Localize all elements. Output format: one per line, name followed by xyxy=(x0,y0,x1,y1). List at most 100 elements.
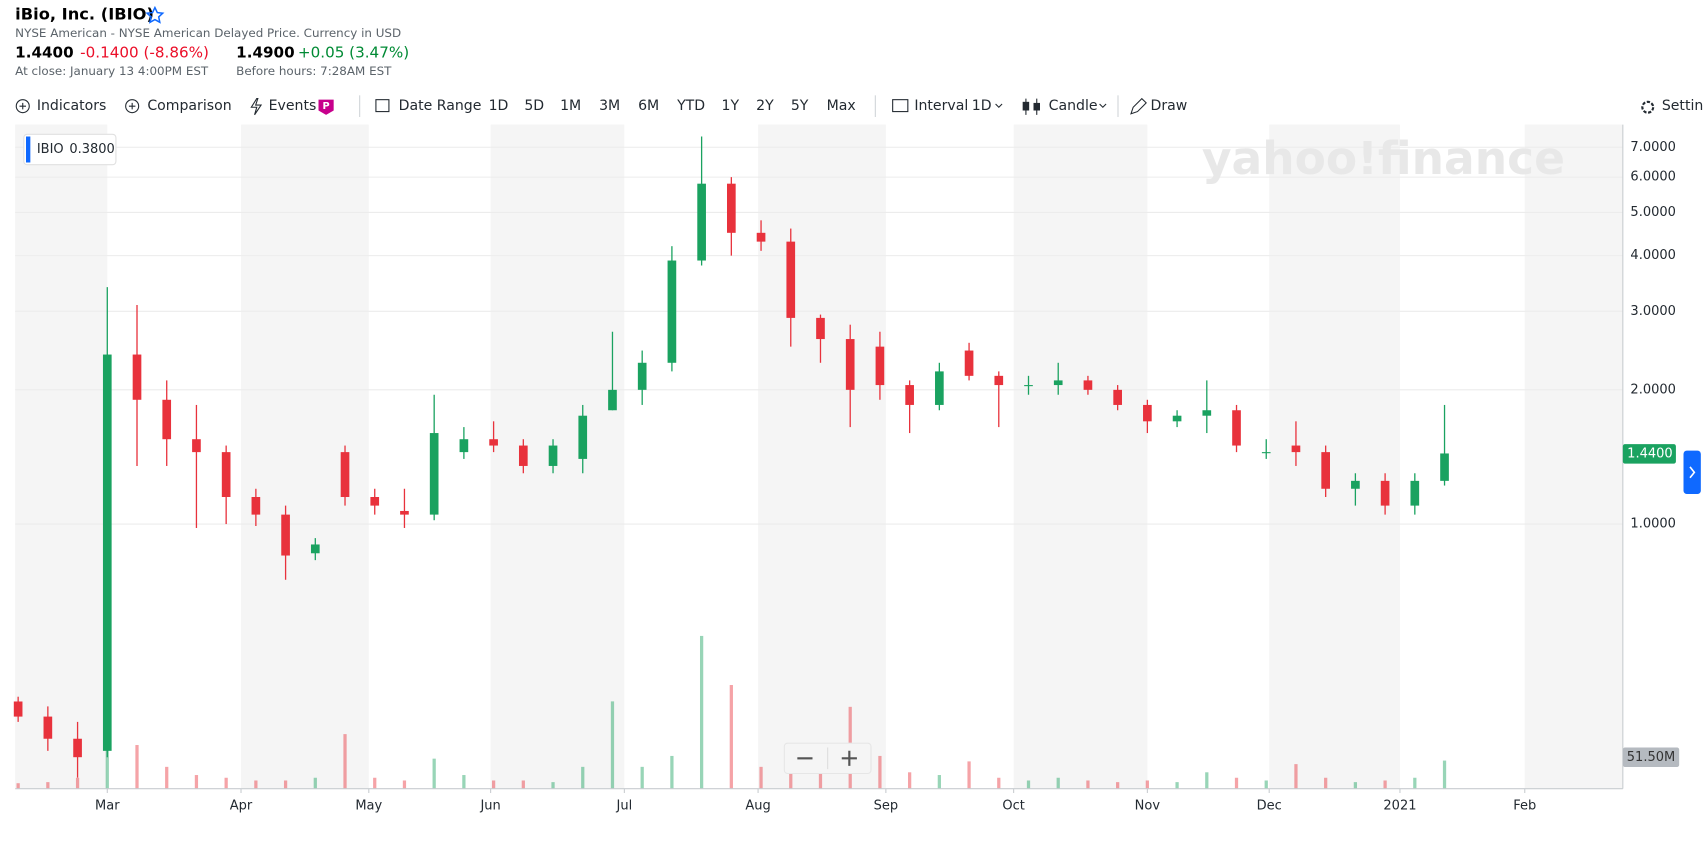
chevron xyxy=(995,103,1003,109)
icon xyxy=(125,99,140,114)
x-tick-label: Sep xyxy=(874,799,899,814)
candle-body xyxy=(1380,480,1390,506)
zoom-in[interactable] xyxy=(841,750,857,766)
legend: IBIO 0.3800 xyxy=(23,133,117,166)
candle-body xyxy=(608,389,617,411)
icon xyxy=(1641,100,1655,114)
y-tick-label: 3.0000 xyxy=(1630,304,1676,319)
y-tick-label: 2.0000 xyxy=(1630,382,1676,397)
volume-bar xyxy=(254,780,258,789)
candle-body xyxy=(400,510,409,515)
month-band xyxy=(490,124,625,789)
candle-body xyxy=(1351,480,1360,489)
y-tick-label: 5.0000 xyxy=(1630,205,1676,220)
candle-body xyxy=(132,354,142,400)
range-button[interactable]: YTD xyxy=(676,98,705,114)
interval-value[interactable]: 1D xyxy=(972,98,992,114)
range-button[interactable]: 3M xyxy=(599,98,620,114)
volume-bar xyxy=(1294,764,1298,789)
volume-bar xyxy=(46,782,50,789)
range-button[interactable]: 1D xyxy=(489,98,509,114)
range-button[interactable]: Max xyxy=(827,98,856,114)
range-button[interactable]: 5D xyxy=(524,98,544,114)
volume-bar xyxy=(521,780,525,789)
badge xyxy=(318,99,334,115)
comparison[interactable]: Comparison xyxy=(147,98,231,114)
chart-style[interactable]: Candle xyxy=(1049,98,1098,114)
x-tick-label: Mar xyxy=(95,799,120,814)
range-button[interactable]: 5Y xyxy=(791,98,809,114)
x-tick-label: 2021 xyxy=(1383,799,1416,814)
volume-bar xyxy=(165,766,169,789)
volume-bar xyxy=(818,766,823,789)
volume-bar xyxy=(878,755,882,789)
candle-body xyxy=(875,346,885,386)
volume-bar xyxy=(432,758,436,789)
chevron xyxy=(1099,103,1107,109)
candle-body xyxy=(1202,410,1212,416)
range-button[interactable]: 1M xyxy=(560,98,581,114)
pre-change: +0.05 (3.47%) xyxy=(298,44,409,62)
icon xyxy=(1130,97,1147,115)
volume-flag-label: 51.50M xyxy=(1627,750,1675,765)
favorite-star[interactable] xyxy=(145,5,165,24)
volume-bar xyxy=(135,745,139,789)
candle-body xyxy=(1321,452,1331,489)
indicators[interactable]: Indicators xyxy=(37,98,107,114)
date-range[interactable]: Date Range xyxy=(399,98,482,114)
legend-value: 0.3800 xyxy=(69,142,115,157)
candle-body xyxy=(845,339,855,390)
volume-bar xyxy=(491,780,496,789)
volume-bar xyxy=(194,775,199,789)
icon xyxy=(15,99,30,114)
draw[interactable]: Draw xyxy=(1151,98,1188,114)
volume-bar xyxy=(462,775,466,789)
side-panel-toggle[interactable] xyxy=(1683,450,1701,494)
volume-bar xyxy=(908,772,912,789)
settings[interactable]: Settings xyxy=(1662,98,1703,114)
icon xyxy=(1689,466,1696,479)
volume-bar xyxy=(937,775,941,789)
icon xyxy=(1022,101,1030,111)
volume-bar xyxy=(967,761,971,789)
volume-bar xyxy=(283,780,288,789)
x-tick-label: Feb xyxy=(1513,799,1536,814)
month-band xyxy=(1013,124,1148,789)
x-tick-label: Dec xyxy=(1257,799,1282,814)
candle-body xyxy=(73,738,82,758)
range-button[interactable]: 2Y xyxy=(756,98,774,114)
toolbar: Indicators Comparison Events P Date Rang… xyxy=(15,95,1703,117)
range-button[interactable]: 6M xyxy=(638,98,659,114)
volume-bar xyxy=(1026,780,1031,789)
volume-bar xyxy=(1175,782,1179,789)
month-band xyxy=(1269,124,1400,789)
candle-body xyxy=(489,439,498,446)
pre-price: 1.4900 xyxy=(236,44,294,62)
candle-body xyxy=(1143,404,1152,422)
month-band xyxy=(241,124,369,789)
range-button[interactable]: 1Y xyxy=(722,98,740,114)
candle-body xyxy=(1172,415,1182,422)
volume-bar xyxy=(789,761,793,789)
volume-bar xyxy=(1264,780,1268,789)
legend-box xyxy=(23,133,117,166)
month-band xyxy=(1524,124,1623,789)
volume-bar xyxy=(1086,780,1090,789)
candle-body xyxy=(429,433,439,515)
events-badge: P xyxy=(323,101,330,112)
volume-bar xyxy=(224,777,228,789)
y-tick-label: 4.0000 xyxy=(1630,248,1676,263)
volume-bar xyxy=(343,734,347,789)
volume-flag xyxy=(1622,747,1680,767)
candle-body xyxy=(1113,389,1122,405)
candle-body xyxy=(518,445,528,466)
events[interactable]: Events xyxy=(269,98,317,114)
x-tick-label: Oct xyxy=(1002,799,1024,814)
candle-body xyxy=(340,452,350,498)
interval[interactable]: Interval xyxy=(914,98,968,114)
volume-bar xyxy=(581,766,585,789)
volume-bar xyxy=(699,635,704,789)
x-tick-label: Jul xyxy=(616,799,633,814)
